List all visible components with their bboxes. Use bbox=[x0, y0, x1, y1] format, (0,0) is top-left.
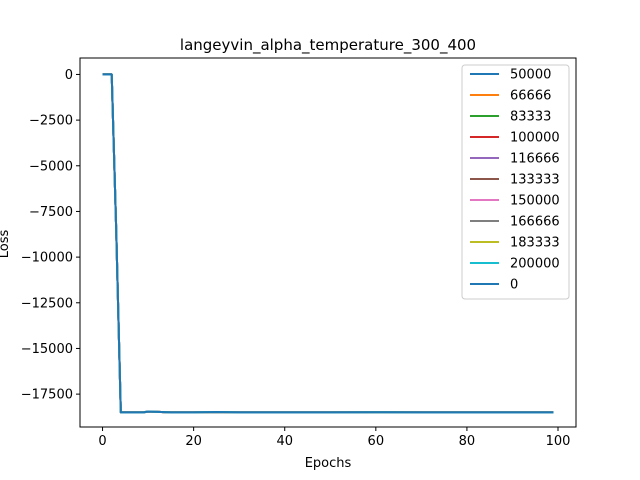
x-tick-label: 0 bbox=[98, 434, 106, 449]
y-tick-label: −10000 bbox=[21, 251, 73, 266]
plot-frame bbox=[79, 57, 577, 428]
legend-frame bbox=[461, 64, 570, 300]
legend-label-5: 133333 bbox=[510, 173, 560, 188]
legend-label-7: 166666 bbox=[510, 215, 560, 230]
x-tick-label: 60 bbox=[368, 434, 385, 449]
x-tick-label: 80 bbox=[459, 434, 476, 449]
legend-label-0: 50000 bbox=[510, 68, 551, 83]
x-axis-label: Epochs bbox=[305, 456, 352, 471]
x-tick-label: 40 bbox=[276, 434, 293, 449]
legend: 50000 66666 83333 100000 116666 133333 150000 1… bbox=[461, 64, 570, 300]
y-tick-label: −5000 bbox=[29, 159, 73, 174]
y-tick-label: −7500 bbox=[29, 205, 73, 220]
legend-label-1: 66666 bbox=[510, 89, 551, 104]
y-axis: 0 −2500 −5000 −7500 −10000 −12500 −15000 −17500 bbox=[21, 68, 80, 403]
y-tick-label: −12500 bbox=[21, 296, 73, 311]
y-axis-label: Loss bbox=[0, 230, 12, 259]
chart-title: langeyvin_alpha_temperature_300_400 bbox=[180, 36, 476, 55]
y-tick-label: 0 bbox=[65, 68, 73, 83]
y-tick-label: −17500 bbox=[21, 388, 73, 403]
legend-label-6: 150000 bbox=[510, 194, 560, 209]
y-tick-label: −2500 bbox=[29, 114, 73, 129]
plot-lines bbox=[102, 73, 554, 414]
x-axis: 0 20 40 60 80 100 bbox=[98, 427, 570, 449]
x-tick-label: 100 bbox=[546, 434, 571, 449]
x-tick-label: 20 bbox=[185, 434, 202, 449]
legend-label-8: 183333 bbox=[510, 236, 560, 251]
series-line-10 bbox=[102, 73, 554, 414]
legend-label-10: 0 bbox=[510, 278, 518, 293]
legend-label-9: 200000 bbox=[510, 257, 560, 272]
legend-label-4: 116666 bbox=[510, 152, 560, 167]
legend-label-2: 83333 bbox=[510, 110, 551, 125]
y-tick-label: −15000 bbox=[21, 342, 73, 357]
legend-label-3: 100000 bbox=[510, 131, 560, 146]
